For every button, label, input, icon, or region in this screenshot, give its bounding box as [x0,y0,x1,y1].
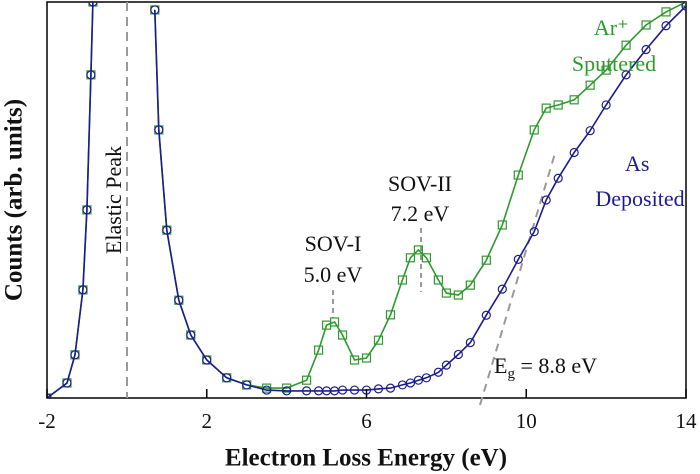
marker [569,95,579,105]
marker [553,100,563,110]
marker [481,310,491,320]
marker [301,386,312,396]
x-tick-label: -2 [38,409,56,433]
marker [88,2,98,7]
marker [405,253,416,263]
marker [433,275,443,285]
marker [421,373,432,383]
x-tick-label: 6 [361,409,372,433]
marker [601,65,611,75]
marker [513,254,523,264]
marker [441,360,451,370]
marker [222,373,232,383]
gap-subscript: g [507,366,515,382]
marker [405,378,416,388]
gap-text: E [494,353,507,378]
marker [441,288,451,298]
marker [681,2,686,11]
marker [202,355,212,365]
marker [621,70,631,80]
marker [529,227,539,237]
marker [661,7,671,17]
marker [373,384,384,394]
marker [513,170,523,180]
marker [162,225,172,235]
marker [465,337,475,348]
label-line: As [625,151,655,176]
marker [585,126,595,136]
marker [313,345,324,355]
marker [413,245,424,255]
marker [465,280,475,290]
marker [186,330,196,340]
marker [601,100,611,110]
series-label: Ar⁺ Sputtered [572,15,656,76]
marker [541,195,551,205]
annotation: 5.0 eV [304,262,363,287]
marker [453,290,463,300]
x-axis-label: Electron Loss Energy (eV) [225,445,507,472]
marker [497,220,507,230]
annotation: SOV-II [388,171,452,196]
marker [497,284,507,294]
marker [262,385,272,395]
marker [373,335,384,345]
marker [349,355,360,365]
marker [641,20,651,30]
marker [385,310,396,320]
marker [421,253,432,263]
gap-annotation: Eg = 8.8 eV [494,353,597,382]
marker [433,367,443,377]
marker [385,383,396,393]
plot-marks [47,2,686,398]
gap-suffix: = 8.8 eV [515,353,597,378]
marker [661,21,671,31]
label-line: Deposited [595,186,684,211]
marker [453,349,463,360]
marker [361,353,372,363]
marker [282,386,292,396]
annotation: Elastic Peak [101,146,126,254]
marker [397,275,408,285]
marker [481,255,491,265]
marker [82,205,92,215]
marker [154,125,164,135]
marker [86,70,96,80]
series-label: As Deposited [595,151,684,211]
marker [150,5,160,15]
annotation: 7.2 eV [391,201,450,226]
y-axis-label: Counts (arb. units) [1,99,28,301]
marker [174,295,184,305]
marker [553,173,563,183]
marker [337,330,348,340]
x-tick-label: 10 [516,409,537,433]
label-line: Sputtered [572,51,656,76]
marker [641,44,651,55]
marker [282,383,292,393]
marker [62,378,72,388]
marker [413,375,424,385]
marker [329,317,340,327]
marker [569,147,579,158]
marker [529,125,539,135]
marker [337,385,348,395]
gap-guide [479,149,557,406]
marker [301,375,312,385]
marker [621,40,631,50]
x-tick-label: 14 [676,409,698,433]
marker [242,380,252,390]
annotation: SOV-I [305,231,362,256]
marker [541,103,551,113]
marker [349,385,360,395]
marker [585,80,595,90]
marker [78,285,88,295]
marker [70,350,80,360]
x-tick-label: 2 [202,409,213,433]
label-line: Ar⁺ [594,15,634,40]
